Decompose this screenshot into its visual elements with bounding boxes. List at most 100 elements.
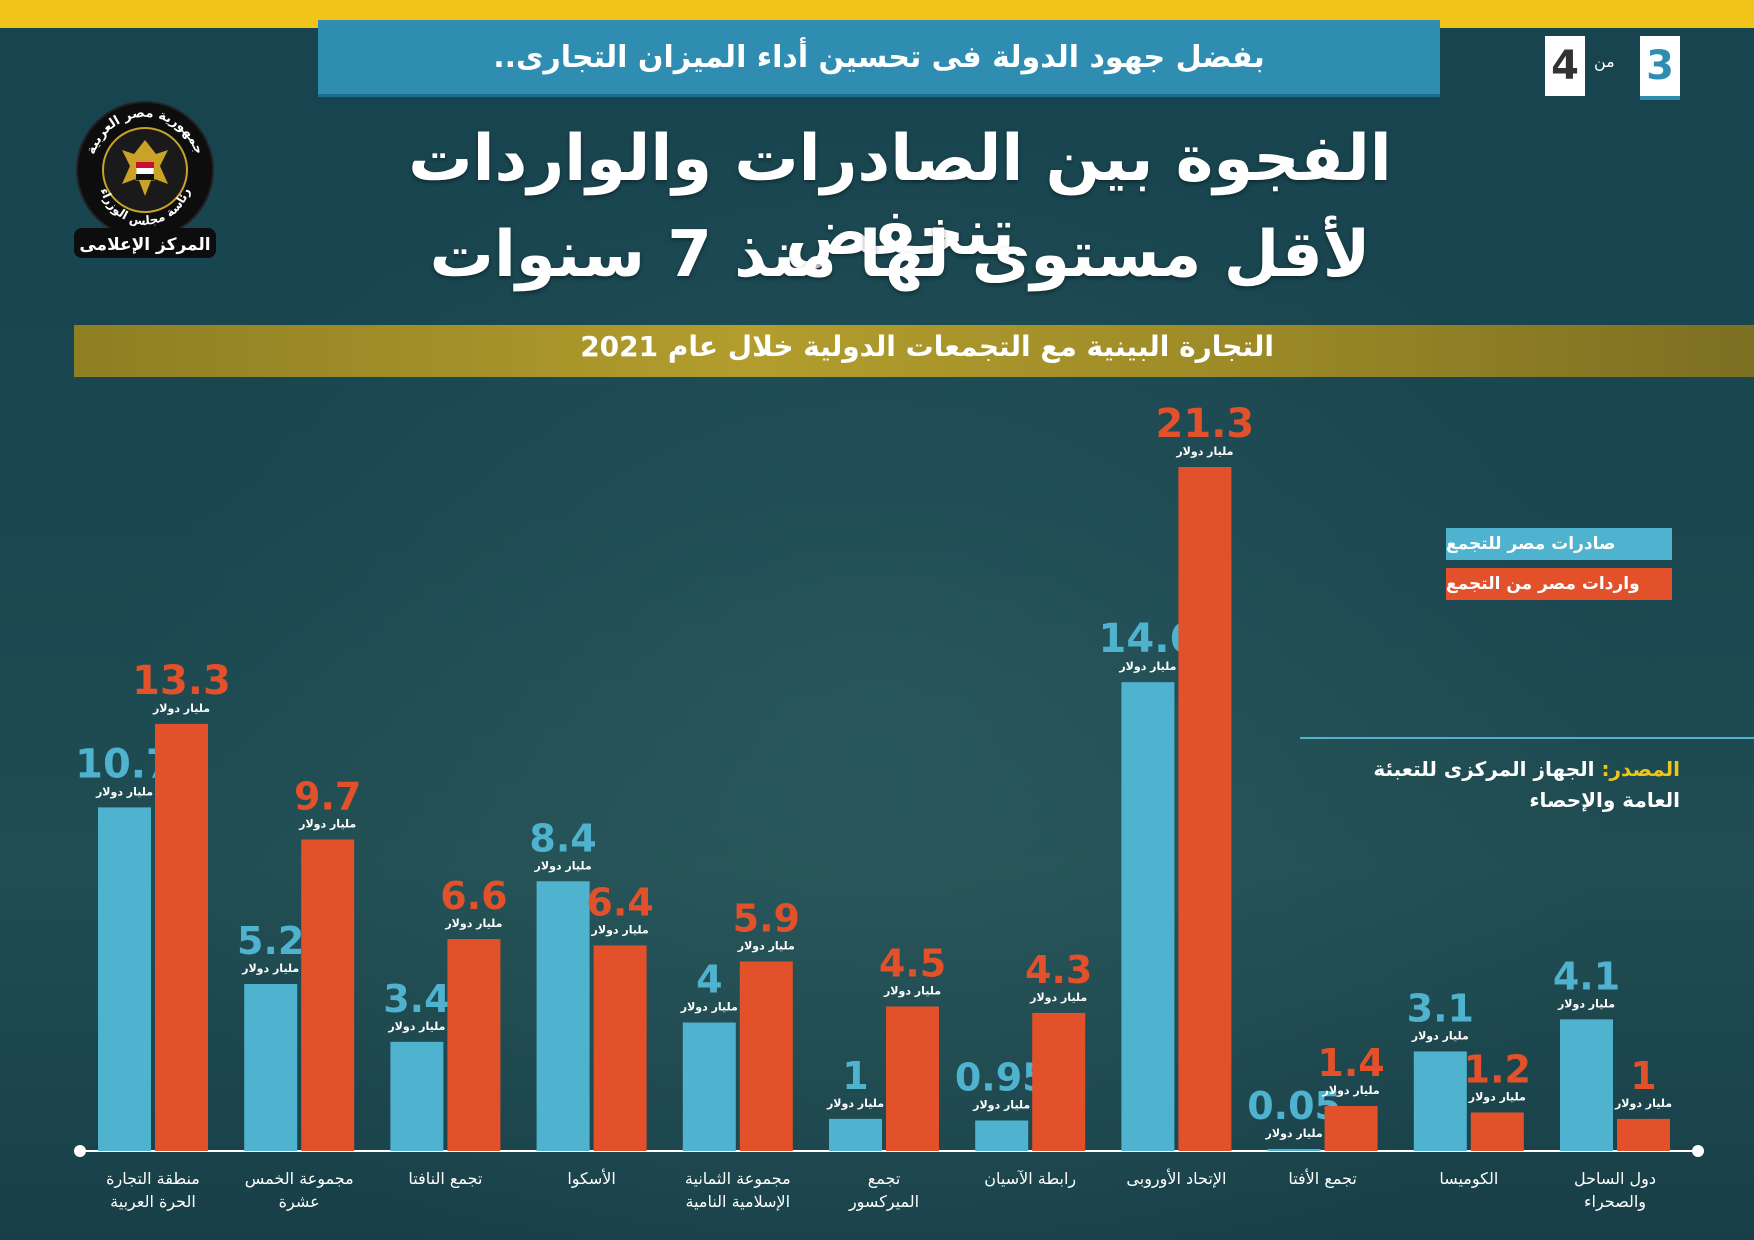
- banner-text: بفضل جهود الدولة فى تحسين أداء الميزان ا…: [493, 39, 1265, 75]
- page-total: 4: [1545, 36, 1585, 96]
- category-label: الميركسور: [848, 1192, 919, 1212]
- unit-label: مليار دولار: [152, 702, 210, 715]
- category-label: الإتحاد الأوروبى: [1126, 1168, 1226, 1189]
- logo-bottom-text: المركز الإعلامى: [79, 235, 210, 255]
- category-label: رابطة الآسيان: [984, 1169, 1076, 1189]
- unit-label: مليار دولار: [298, 818, 356, 831]
- value-label-imports: 4.3: [1025, 948, 1092, 992]
- page-current: 3: [1640, 36, 1680, 100]
- legend-exports-label: صادرات مصر للتجمع: [1446, 534, 1616, 554]
- headline-banner: بفضل جهود الدولة فى تحسين أداء الميزان ا…: [318, 20, 1440, 97]
- value-label-imports: 6.6: [440, 874, 507, 918]
- bar-imports: [1470, 1112, 1524, 1151]
- source-label: المصدر:: [1601, 757, 1680, 781]
- value-label-exports: 1: [842, 1054, 868, 1098]
- unit-label: مليار دولار: [1029, 991, 1087, 1004]
- unit-label: مليار دولار: [972, 1098, 1030, 1111]
- main-title-line1: الفجوة بين الصادرات والواردات تنخفض: [408, 122, 1392, 270]
- value-label-imports: 9.7: [294, 775, 361, 819]
- bar-imports: [886, 1006, 939, 1151]
- x-axis-end-dot-left: [74, 1145, 86, 1157]
- category-label: الكوميسا: [1439, 1169, 1498, 1189]
- category-label: مجموعة الخمس: [245, 1169, 354, 1189]
- bar-exports: [1121, 682, 1175, 1151]
- bar-exports: [244, 984, 298, 1151]
- value-label-exports: 5.2: [237, 919, 304, 963]
- bar-imports: [1032, 1012, 1086, 1151]
- bar-exports: [682, 1022, 736, 1151]
- category-label: الإسلامية النامية: [686, 1192, 791, 1211]
- source-note: المصدر: الجهاز المركزى للتعبئة العامة وا…: [1330, 754, 1680, 816]
- bar-imports: [447, 939, 501, 1151]
- value-label-imports: 13.3: [132, 658, 231, 704]
- bar-exports: [98, 807, 151, 1151]
- unit-label: مليار دولار: [444, 917, 502, 930]
- chart-subtitle: التجارة البينية مع التجمعات الدولية خلال…: [580, 330, 1274, 363]
- bar-exports: [1267, 1149, 1321, 1151]
- legend-imports: واردات مصر من التجمع: [1446, 568, 1672, 600]
- unit-label: مليار دولار: [387, 1020, 445, 1033]
- unit-label: مليار دولار: [95, 785, 153, 798]
- value-label-exports: 8.4: [529, 816, 596, 860]
- category-label: الأسكوا: [567, 1168, 616, 1189]
- unit-label: مليار دولار: [1411, 1029, 1469, 1042]
- bar-imports: [1617, 1118, 1670, 1151]
- bar-exports: [390, 1041, 444, 1151]
- value-label-imports: 5.9: [733, 897, 800, 941]
- value-label-exports: 3.4: [383, 977, 450, 1021]
- value-label-imports: 4.5: [879, 941, 946, 985]
- bar-imports: [155, 723, 208, 1151]
- category-label: الحرة العربية: [110, 1192, 196, 1212]
- value-label-exports: 4: [696, 958, 722, 1002]
- category-label: تجمع: [868, 1169, 901, 1189]
- cabinet-media-center-logo: جمهورية مصر العربية رئاسة مجلس الوزراء ا…: [74, 101, 216, 258]
- main-title-line2: لأقل مستوى لها منذ 7 سنوات: [429, 218, 1371, 292]
- category-label: والصحراء: [1584, 1192, 1646, 1212]
- unit-label: مليار دولار: [534, 859, 592, 872]
- chart-legend: صادرات مصر للتجمع واردات مصر من التجمع: [1446, 528, 1672, 608]
- bar-exports: [1560, 1019, 1613, 1151]
- unit-label: مليار دولار: [1468, 1090, 1526, 1103]
- unit-label: مليار دولار: [1557, 997, 1615, 1010]
- unit-label: مليار دولار: [591, 923, 649, 936]
- unit-label: مليار دولار: [1265, 1127, 1323, 1140]
- unit-label: مليار دولار: [1118, 660, 1176, 673]
- value-label-imports: 21.3: [1156, 401, 1255, 447]
- legend-imports-label: واردات مصر من التجمع: [1446, 574, 1640, 594]
- unit-label: مليار دولار: [1322, 1084, 1380, 1097]
- bar-imports: [301, 839, 355, 1151]
- value-label-imports: 1.2: [1464, 1047, 1531, 1091]
- category-label: منطقة التجارة: [106, 1169, 200, 1189]
- bar-exports: [536, 881, 590, 1151]
- value-label-imports: 1.4: [1317, 1041, 1384, 1085]
- category-label: تجمع النافتا: [408, 1169, 482, 1189]
- unit-label: مليار دولار: [680, 1001, 738, 1014]
- unit-label: مليار دولار: [1614, 1097, 1672, 1110]
- x-axis-end-dot-right: [1692, 1145, 1704, 1157]
- bar-exports: [829, 1118, 882, 1151]
- unit-label: مليار دولار: [826, 1097, 884, 1110]
- source-text-line2: العامة والإحصاء: [1529, 788, 1680, 812]
- bar-exports: [975, 1120, 1029, 1151]
- value-label-exports: 4.1: [1553, 954, 1620, 998]
- source-text-line1: الجهاز المركزى للتعبئة: [1373, 757, 1595, 781]
- unit-label: مليار دولار: [1175, 445, 1233, 458]
- bar-imports: [1324, 1106, 1378, 1151]
- value-label-imports: 6.4: [586, 880, 653, 924]
- bar-imports: [739, 961, 793, 1151]
- bar-imports: [593, 945, 647, 1151]
- bar-exports: [1413, 1051, 1467, 1151]
- page-of-label: من: [1594, 52, 1615, 71]
- category-label: عشرة: [279, 1192, 320, 1212]
- unit-label: مليار دولار: [737, 940, 795, 953]
- category-label: مجموعة الثمانية: [685, 1169, 791, 1189]
- legend-exports: صادرات مصر للتجمع: [1446, 528, 1672, 560]
- unit-label: مليار دولار: [883, 984, 941, 997]
- category-label: دول الساحل: [1574, 1169, 1656, 1189]
- value-label-exports: 3.1: [1407, 986, 1474, 1030]
- category-label: تجمع الأفتا: [1288, 1168, 1357, 1189]
- value-label-imports: 1: [1630, 1054, 1656, 1098]
- unit-label: مليار دولار: [241, 962, 299, 975]
